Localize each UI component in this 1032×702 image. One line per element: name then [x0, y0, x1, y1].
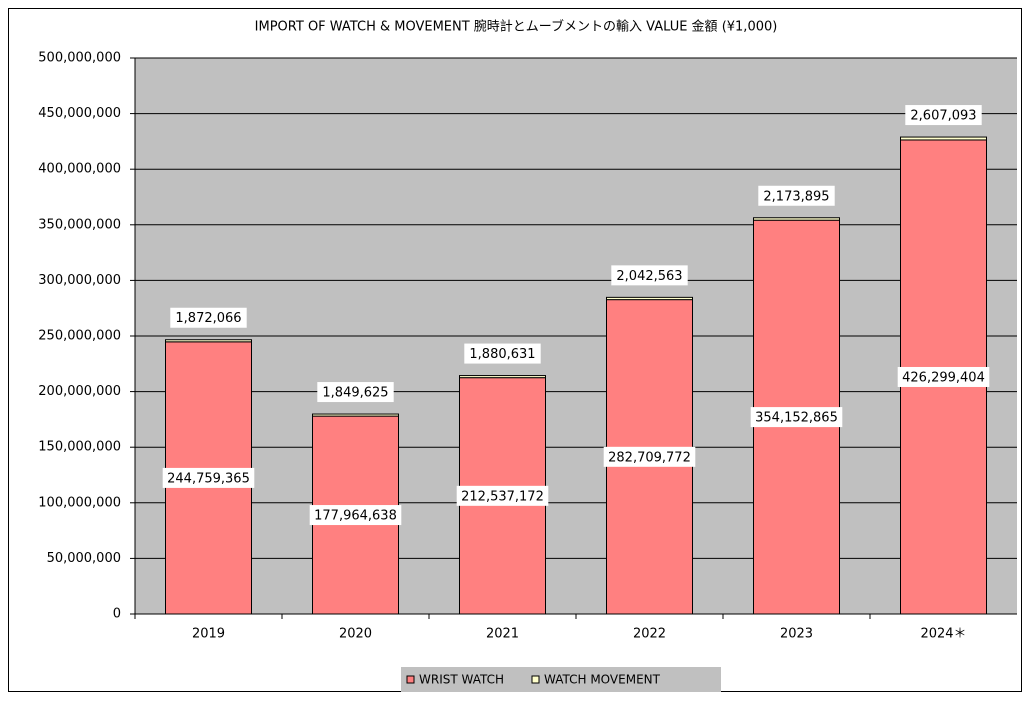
y-tick-label: 500,000,000: [38, 51, 121, 66]
legend-label: WATCH MOVEMENT: [544, 673, 661, 687]
legend-swatch: [406, 675, 415, 684]
value-label: 426,299,404: [902, 370, 985, 385]
value-label-box: [750, 407, 843, 428]
value-label-box: [905, 105, 982, 126]
bar-segment: [753, 217, 840, 221]
value-label-box: [897, 366, 990, 387]
y-tick-label: 350,000,000: [38, 217, 121, 232]
x-tick-label: 2020: [339, 627, 372, 642]
legend-swatch: [531, 675, 540, 684]
y-tick-label: 0: [113, 607, 121, 622]
value-label-box: [464, 343, 541, 364]
chart-title: IMPORT OF WATCH & MOVEMENT 腕時計とムーブメントの輸入…: [255, 19, 778, 35]
legend-label: WRIST WATCH: [419, 673, 504, 687]
y-tick-label: 150,000,000: [38, 440, 121, 455]
value-label-box: [611, 265, 688, 286]
value-label: 177,964,638: [314, 509, 397, 524]
value-label: 354,152,865: [755, 411, 838, 426]
x-tick-label: 2022: [633, 627, 666, 642]
y-tick-label: 250,000,000: [38, 329, 121, 344]
value-label-box: [162, 467, 255, 488]
x-tick-label: 2023: [780, 627, 813, 642]
x-tick-label: 2024＊: [920, 627, 966, 642]
value-label-box: [456, 485, 549, 506]
value-label-box: [758, 185, 835, 206]
value-label: 212,537,172: [461, 489, 544, 504]
value-label: 1,872,066: [175, 311, 241, 326]
value-label-box: [603, 446, 696, 467]
value-label: 1,849,625: [322, 386, 388, 401]
value-label: 282,709,772: [608, 450, 691, 465]
y-tick-label: 450,000,000: [38, 106, 121, 121]
y-tick-label: 300,000,000: [38, 273, 121, 288]
bar-segment: [312, 413, 399, 417]
x-tick-label: 2021: [486, 627, 519, 642]
value-label: 2,607,093: [910, 109, 976, 124]
value-label-box: [309, 505, 402, 526]
value-label: 2,173,895: [763, 189, 829, 204]
legend-box: [401, 667, 721, 692]
y-tick-label: 50,000,000: [47, 551, 121, 566]
x-tick-label: 2019: [192, 627, 225, 642]
bar-segment: [606, 296, 693, 301]
bar-segment: [900, 136, 987, 141]
value-label-box: [170, 307, 247, 328]
value-label: 2,042,563: [616, 269, 682, 284]
value-label: 1,880,631: [469, 347, 535, 362]
value-label: 244,759,365: [167, 471, 250, 486]
y-tick-label: 100,000,000: [38, 495, 121, 510]
bar-segment: [459, 375, 546, 379]
value-label-box: [317, 382, 394, 403]
bar-segment: [165, 339, 252, 343]
y-tick-label: 200,000,000: [38, 384, 121, 399]
y-tick-label: 400,000,000: [38, 162, 121, 177]
